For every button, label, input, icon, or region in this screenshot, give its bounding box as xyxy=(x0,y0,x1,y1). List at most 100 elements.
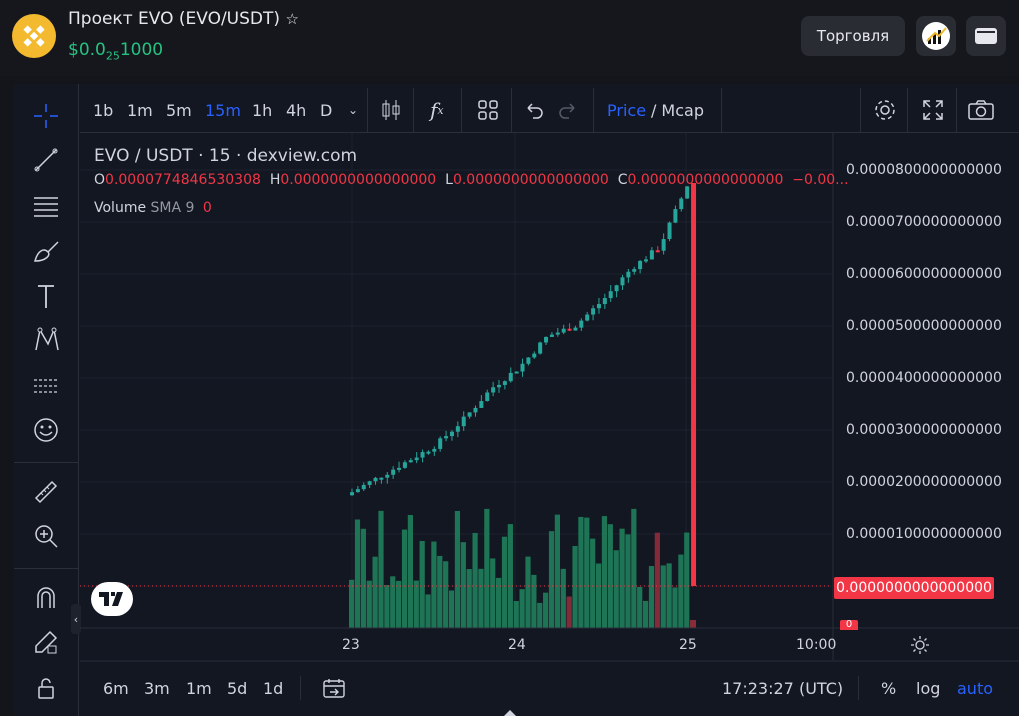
forecast-tool-icon[interactable] xyxy=(30,370,62,402)
magnet-tool-icon[interactable] xyxy=(30,582,62,614)
volume-axis-label: 0 xyxy=(840,620,858,630)
candle-body xyxy=(626,271,631,278)
volume-bar xyxy=(684,532,690,628)
volume-bar xyxy=(354,519,361,628)
toolbar-separator xyxy=(907,88,908,132)
candle-body xyxy=(596,304,601,309)
range-1m[interactable]: 1m xyxy=(186,678,212,698)
favorite-star-icon[interactable]: ☆ xyxy=(285,10,299,28)
volume-bar xyxy=(413,580,419,628)
price-axis-label: 0.0000100000000000 xyxy=(846,526,1002,542)
trade-button[interactable]: Торговля xyxy=(801,16,905,56)
candle-body xyxy=(461,416,466,427)
volume-bars xyxy=(349,508,697,628)
zoom-tool-icon[interactable] xyxy=(30,520,62,552)
trendline-tool-icon[interactable] xyxy=(30,144,62,176)
fib-tool-icon[interactable] xyxy=(30,190,62,222)
candle-body xyxy=(685,186,690,199)
unlock-icon[interactable] xyxy=(30,672,62,704)
timeframe-15m[interactable]: 15m xyxy=(205,100,241,120)
wallet-button[interactable] xyxy=(966,16,1006,56)
range-5d[interactable]: 5d xyxy=(227,678,248,698)
candle-body xyxy=(544,336,549,343)
axis-settings-sun-icon[interactable] xyxy=(909,634,931,660)
volume-bar xyxy=(507,524,513,628)
auto-scale-toggle[interactable]: auto xyxy=(957,678,994,698)
goto-date-button[interactable] xyxy=(322,670,346,706)
candle-type-button[interactable] xyxy=(380,88,402,132)
screenshot-button[interactable] xyxy=(967,88,995,132)
tradingview-logo-icon[interactable] xyxy=(91,582,133,616)
timeframe-4h[interactable]: 4h xyxy=(286,100,307,120)
price-axis-label: 0.0000700000000000 xyxy=(846,214,1002,230)
lock-drawing-icon[interactable] xyxy=(30,626,62,658)
candle-body xyxy=(561,328,566,333)
timeframe-1b[interactable]: 1b xyxy=(93,100,114,120)
candle-body xyxy=(538,342,543,354)
candle-body xyxy=(355,489,360,493)
settings-button[interactable] xyxy=(873,88,897,132)
crosshair-tool-icon[interactable] xyxy=(30,100,62,132)
volume-bar xyxy=(631,508,637,628)
volume-bar xyxy=(460,542,466,628)
candle-body xyxy=(361,484,366,490)
volume-bar xyxy=(525,556,531,628)
mcap-option[interactable]: Mcap xyxy=(661,100,704,120)
timeframe-D[interactable]: D xyxy=(320,100,333,120)
low-value: 0.0000000000000000 xyxy=(452,172,609,188)
volume-bar xyxy=(578,516,584,628)
candle-body xyxy=(432,448,437,452)
pattern-tool-icon[interactable] xyxy=(30,324,62,356)
timeframe-dropdown-chevron-down-icon[interactable]: ⌄ xyxy=(348,103,359,117)
camera-icon xyxy=(968,100,994,120)
volume-bar xyxy=(572,545,578,628)
timeframe-1m[interactable]: 1m xyxy=(127,100,153,120)
percent-scale-toggle[interactable]: % xyxy=(881,678,897,698)
candle-body xyxy=(373,477,378,482)
fullscreen-button[interactable] xyxy=(921,88,945,132)
log-scale-toggle[interactable]: log xyxy=(916,678,941,698)
undo-button[interactable] xyxy=(524,88,544,132)
range-6m[interactable]: 6m xyxy=(103,678,129,698)
candle-body xyxy=(667,222,672,240)
price-axis-label: 0.0000400000000000 xyxy=(846,370,1002,386)
redo-button[interactable] xyxy=(558,88,578,132)
volume-bar xyxy=(466,569,472,628)
price-mcap-toggle[interactable]: Price / Mcap xyxy=(607,88,704,132)
chart-app-button[interactable] xyxy=(916,16,956,56)
brush-tool-icon[interactable] xyxy=(30,234,62,266)
range-3m[interactable]: 3m xyxy=(144,678,170,698)
emoji-tool-icon[interactable] xyxy=(30,414,62,446)
layout-button[interactable] xyxy=(477,88,499,132)
price-option[interactable]: Price xyxy=(607,100,647,120)
candle-body xyxy=(549,334,554,337)
open-value: 0.0000774846530308 xyxy=(105,172,261,188)
volume-bar xyxy=(654,532,660,628)
candle-body xyxy=(385,474,390,478)
candle-body xyxy=(679,198,684,210)
timeframe-1h[interactable]: 1h xyxy=(252,100,273,120)
volume-bar xyxy=(390,576,396,628)
candle-body xyxy=(644,259,648,262)
volume-bar xyxy=(396,580,402,628)
expand-panel-chevron-up-icon[interactable] xyxy=(504,710,516,716)
text-tool-icon[interactable] xyxy=(30,280,62,312)
toolbar-separator xyxy=(593,88,594,132)
range-1d[interactable]: 1d xyxy=(263,678,284,698)
ohlc-legend: O0.0000774846530308 H0.0000000000000000 … xyxy=(94,172,849,188)
candle-body xyxy=(555,332,560,335)
price-axis-label: 0.0000300000000000 xyxy=(846,422,1002,438)
collapse-toolbar-button[interactable]: ‹ xyxy=(71,604,81,634)
utc-clock[interactable]: 17:23:27 (UTC) xyxy=(722,678,844,698)
volume-value: 0 xyxy=(202,200,212,216)
symbol-legend: EVO / USDT · 15 · dexview.com xyxy=(94,146,358,166)
candle-body xyxy=(444,436,449,439)
ruler-tool-icon[interactable] xyxy=(30,476,62,508)
toolbar-divider xyxy=(14,462,78,463)
candle-body xyxy=(649,250,654,260)
timeframe-5m[interactable]: 5m xyxy=(166,100,192,120)
candle-body xyxy=(479,401,484,408)
candle-body xyxy=(585,314,590,321)
